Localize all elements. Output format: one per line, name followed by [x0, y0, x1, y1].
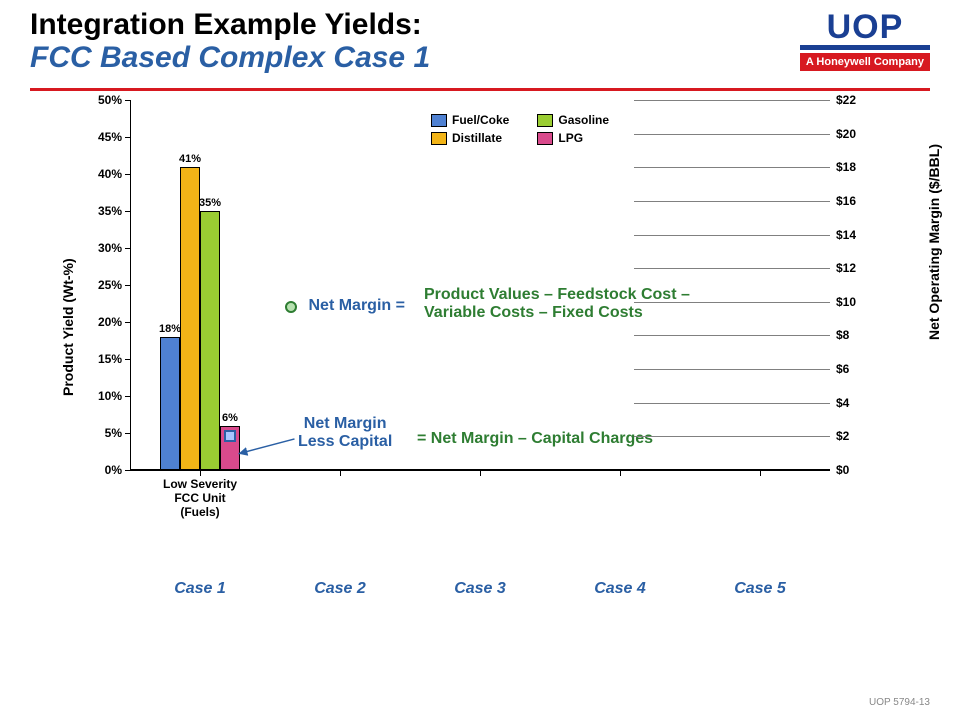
logo-tagline: A Honeywell Company — [800, 53, 930, 71]
legend-item: Distillate — [431, 130, 509, 146]
footer-id: UOP 5794-13 — [869, 697, 930, 708]
legend-item: Fuel/Coke — [431, 112, 509, 128]
y-right-tick-label: $18 — [836, 160, 876, 174]
y-right-tick-label: $2 — [836, 429, 876, 443]
y-right-tick-label: $8 — [836, 328, 876, 342]
y-left-tick-label: 10% — [82, 389, 122, 403]
y-left-tick-label: 0% — [82, 463, 122, 477]
slide: Integration Example Yields: FCC Based Co… — [0, 0, 960, 720]
case-label: Case 1 — [174, 580, 226, 598]
y-right-tick-label: $20 — [836, 127, 876, 141]
case-label: Case 3 — [454, 580, 506, 598]
y-right-axis-title: Net Operating Margin ($/BBL) — [926, 144, 942, 340]
legend-swatch — [537, 114, 553, 127]
y-right-gridline — [634, 268, 830, 269]
legend-item: LPG — [537, 130, 609, 146]
y-left-tick-label: 45% — [82, 130, 122, 144]
header-rule — [30, 88, 930, 91]
legend-label: Fuel/Coke — [452, 113, 509, 127]
y-left-axis-line — [130, 100, 131, 470]
y-right-gridline — [634, 201, 830, 202]
legend-swatch — [431, 132, 447, 145]
y-left-tick-label: 20% — [82, 315, 122, 329]
y-right-gridline — [634, 403, 830, 404]
legend: Fuel/Coke Gasoline Distillate LPG — [431, 112, 609, 146]
y-left-tick-label: 5% — [82, 426, 122, 440]
y-right-gridline — [634, 335, 830, 336]
y-left-tick-label: 50% — [82, 93, 122, 107]
y-right-tick-label: $22 — [836, 93, 876, 107]
y-right-gridline — [634, 235, 830, 236]
y-left-tick-label: 35% — [82, 204, 122, 218]
arrow-icon — [130, 100, 830, 470]
title-line1: Integration Example Yields: — [30, 8, 630, 41]
y-right-tick-label: $12 — [836, 261, 876, 275]
legend-label: Gasoline — [558, 113, 609, 127]
case-label: Case 4 — [594, 580, 646, 598]
y-right-tick-label: $4 — [836, 396, 876, 410]
legend-label: LPG — [558, 131, 583, 145]
legend-swatch — [431, 114, 447, 127]
y-right-gridline — [634, 134, 830, 135]
y-right-gridline — [634, 167, 830, 168]
legend-item: Gasoline — [537, 112, 609, 128]
case-label: Case 2 — [314, 580, 366, 598]
y-right-gridline — [634, 100, 830, 101]
y-right-tick-label: $6 — [836, 362, 876, 376]
legend-swatch — [537, 132, 553, 145]
y-right-gridline — [634, 302, 830, 303]
y-right-tick-label: $14 — [836, 228, 876, 242]
y-right-tick-label: $0 — [836, 463, 876, 477]
title-line2: FCC Based Complex Case 1 — [30, 41, 630, 74]
y-left-tick-label: 15% — [82, 352, 122, 366]
logo-brand: UOP — [800, 12, 930, 43]
y-left-tick-label: 40% — [82, 167, 122, 181]
y-right-gridline — [634, 436, 830, 437]
y-left-axis-title: Product Yield (Wt-%) — [60, 258, 76, 396]
chart: 18%41%35%6%Net Margin =Product Values – … — [50, 100, 910, 660]
logo: UOP A Honeywell Company — [800, 12, 930, 71]
case-label: Case 5 — [734, 580, 786, 598]
y-left-tick-label: 30% — [82, 241, 122, 255]
category-label: Low SeverityFCC Unit(Fuels) — [135, 478, 265, 519]
y-left-tick-label: 25% — [82, 278, 122, 292]
y-right-gridline — [634, 369, 830, 370]
x-axis-line-full — [130, 470, 830, 471]
y-right-tick-label: $10 — [836, 295, 876, 309]
title-block: Integration Example Yields: FCC Based Co… — [30, 8, 630, 74]
y-right-tick-label: $16 — [836, 194, 876, 208]
legend-label: Distillate — [452, 131, 502, 145]
plot-area: 18%41%35%6%Net Margin =Product Values – … — [130, 100, 830, 470]
